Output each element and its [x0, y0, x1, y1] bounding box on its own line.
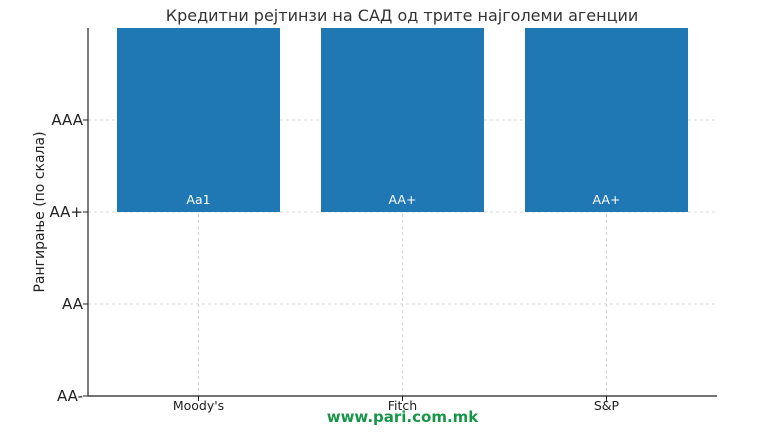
chart-title: Кредитни рејтинзи на САД од трите најгол…	[166, 6, 639, 25]
x-tick-label: S&P	[594, 398, 620, 413]
watermark: www.pari.com.mk	[326, 408, 479, 426]
x-tick-label: Fitch	[388, 398, 417, 413]
y-tick-label: AA+	[49, 203, 83, 221]
x-tick-label: Moody's	[173, 398, 224, 413]
bar	[525, 28, 688, 212]
y-tick-label: AA-	[57, 387, 83, 405]
bar-value-label: AA+	[593, 192, 621, 207]
y-axis-label: Рангирање (по скала)	[32, 131, 48, 292]
y-tick-label: AA	[62, 295, 84, 313]
bar-value-label: Aa1	[186, 192, 210, 207]
bar	[321, 28, 484, 212]
bar-layer: Aa1 AA+ AA+	[117, 28, 688, 212]
tick-layer: AA- AA AA+ AAA Moody's Fitch S&P	[49, 111, 619, 413]
y-tick-label: AAA	[51, 111, 83, 129]
bar	[117, 28, 280, 212]
bar-value-label: AA+	[389, 192, 417, 207]
